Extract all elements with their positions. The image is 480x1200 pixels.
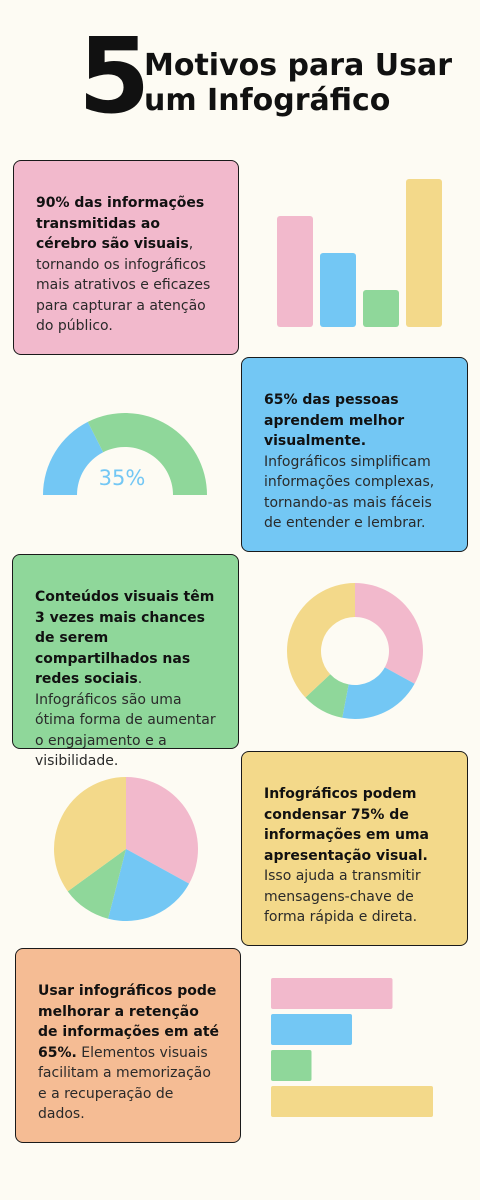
pie-slice-0 [126,777,198,884]
card-5-text: Elementos visuais facilitam a memorizaçã… [38,1044,211,1123]
card-2-text: Infográficos simplificam informações com… [264,453,435,532]
hbar-1 [271,1014,352,1045]
card-4-bold: Infográficos podem condensar 75% de info… [264,786,429,864]
card-4-text: Isso ajuda a transmitir mensagens-chave … [264,868,421,925]
card-5-bold: Usar infográficos pode melhorar a retenç… [38,983,220,1061]
card-visual-learners: 65% das pessoas aprendem melhor visualme… [241,357,468,552]
hbar-0 [271,978,393,1009]
donut-slice-2 [305,674,349,718]
pie-slice-1 [108,849,190,921]
bar-2 [363,290,399,327]
card-3-bold: Conteúdos visuais têm 3 vezes mais chanc… [35,589,215,687]
card-social-sharing: Conteúdos visuais têm 3 vezes mais chanc… [12,554,239,769]
page-title: Motivos para Usar um Infográfico [144,48,452,118]
donut-slice-1 [342,667,415,719]
gauge-value-arc [43,421,104,495]
header: 5 Motivos para Usar um Infográfico [0,0,480,150]
horizontal-bar-chart [271,978,433,1117]
pie-slice-2 [67,849,126,919]
bar-1 [320,253,356,327]
gauge-chart [43,413,207,495]
vertical-bar-chart [277,179,442,327]
title-number: 5 [78,15,151,137]
card-condense-info: Infográficos podem condensar 75% de info… [241,751,468,946]
title-line-1: Motivos para Usar [144,48,453,83]
card-2-bold: 65% das pessoas aprendem melhor visualme… [264,392,405,449]
card-1-bold: 90% das informações transmitidas ao cére… [36,195,205,252]
pie-slice-3 [53,777,126,892]
card-visual-info: 90% das informações transmitidas ao cére… [13,160,239,355]
bar-0 [277,216,313,327]
hbar-3 [271,1086,433,1117]
card-3-text: . Infográficos são uma ótima forma de au… [35,671,216,769]
hbar-2 [271,1050,312,1081]
title-line-2: um Infográfico [144,83,391,118]
card-retention: Usar infográficos pode melhorar a retenç… [15,948,241,1143]
gauge-label: 35% [98,466,146,490]
donut-chart [287,583,423,719]
donut-slice-0 [355,583,423,684]
donut-slice-3 [287,583,355,698]
card-1-text: , tornando os infográficos mais atrativo… [36,236,211,334]
pie-chart [53,777,198,921]
bar-3 [406,179,442,327]
gauge-remainder-arc [87,413,207,495]
